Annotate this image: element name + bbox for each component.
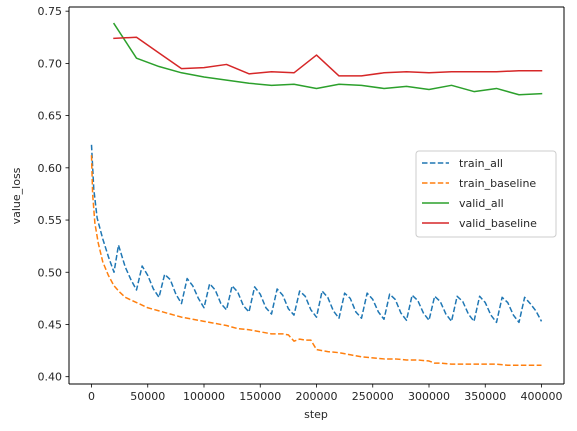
y-tick-label: 0.40 (38, 371, 63, 384)
y-tick-label: 0.50 (38, 266, 63, 279)
x-tick-label: 300000 (408, 390, 450, 403)
y-tick-label: 0.75 (38, 5, 63, 18)
y-axis-label: value_loss (10, 167, 23, 224)
y-tick-label: 0.55 (38, 214, 63, 227)
x-ticks: 0 50000 100000 150000 200000 250000 300000 3500… (88, 384, 563, 403)
series-line-train-all (90, 144, 543, 324)
y-ticks: 0.40 0.45 0.50 0.55 0.60 0.65 0.70 0.75 (38, 5, 69, 384)
x-axis-label: step (304, 408, 328, 421)
y-tick-label: 0.65 (38, 110, 63, 123)
x-tick-label: 0 (88, 390, 95, 403)
series-line-train-baseline (90, 155, 542, 366)
legend: train_all train_baseline valid_all valid_ba… (415, 150, 557, 238)
axes-layer (68, 6, 565, 385)
y-tick-label: 0.45 (38, 318, 63, 331)
series-line-valid-all (112, 22, 543, 96)
x-tick-label: 200000 (296, 390, 338, 403)
legend-frame (415, 150, 557, 238)
x-tick-label: 250000 (352, 390, 394, 403)
y-tick-label: 0.60 (38, 162, 63, 175)
x-tick-label: 50000 (130, 390, 165, 403)
series-layer (90, 22, 543, 366)
x-tick-label: 350000 (464, 390, 506, 403)
series-line-valid-baseline (113, 36, 543, 77)
x-tick-label: 400000 (521, 390, 563, 403)
legend-label-train-all: train_all (459, 157, 503, 170)
x-tick-label: 100000 (183, 390, 225, 403)
legend-label-train-baseline: train_baseline (459, 177, 536, 190)
x-tick-label: 150000 (239, 390, 281, 403)
legend-label-valid-baseline: valid_baseline (459, 217, 537, 230)
legend-label-valid-all: valid_all (459, 197, 504, 210)
y-tick-label: 0.70 (38, 57, 63, 70)
